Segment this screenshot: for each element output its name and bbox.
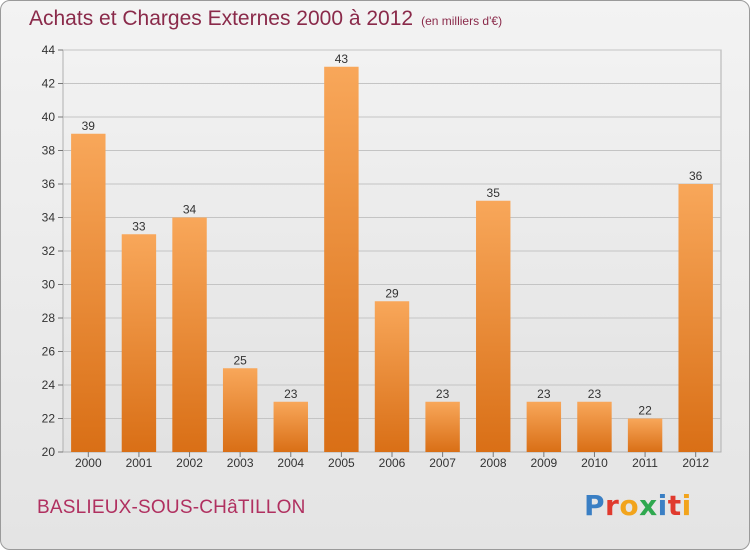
x-tick-label: 2011 xyxy=(632,456,658,470)
y-tick-label: 32 xyxy=(42,244,56,258)
bar-2000 xyxy=(71,133,106,452)
value-label: 39 xyxy=(82,119,96,133)
chart-title-text: Achats et Charges Externes 2000 à 2012 xyxy=(29,7,414,30)
y-tick-label: 28 xyxy=(42,311,56,325)
y-tick-label: 20 xyxy=(42,445,56,459)
y-tick-label: 38 xyxy=(42,144,56,158)
value-label: 23 xyxy=(436,387,450,401)
x-tick-label: 2002 xyxy=(176,456,203,470)
proxiti-logo-letter: r xyxy=(605,489,620,522)
y-tick-label: 24 xyxy=(42,378,56,392)
chart-title: Achats et Charges Externes 2000 à 2012 (e… xyxy=(29,7,502,31)
commune-name: BASLIEUX-SOUS-CHâTILLON xyxy=(37,497,306,518)
y-tick-label: 44 xyxy=(42,43,56,57)
x-tick-label: 2012 xyxy=(682,456,709,470)
value-label: 34 xyxy=(183,203,197,217)
x-tick-label: 2007 xyxy=(429,456,456,470)
x-tick-label: 2004 xyxy=(277,456,304,470)
value-label: 25 xyxy=(233,353,247,367)
value-label: 43 xyxy=(335,52,349,66)
bar-2008 xyxy=(476,200,511,452)
x-tick-label: 2009 xyxy=(530,456,557,470)
y-tick-label: 42 xyxy=(42,77,56,91)
y-tick-label: 40 xyxy=(42,110,56,124)
proxiti-logo: Proxiti xyxy=(584,489,692,522)
x-tick-label: 2003 xyxy=(227,456,254,470)
y-tick-label: 36 xyxy=(42,177,56,191)
bar-2006 xyxy=(374,301,410,452)
bar-2005 xyxy=(324,66,359,452)
value-label: 23 xyxy=(588,387,602,401)
value-label: 23 xyxy=(284,387,298,401)
proxiti-logo-letter: P xyxy=(584,489,606,522)
y-tick-label: 34 xyxy=(42,211,56,225)
bar-2001 xyxy=(121,234,157,452)
y-tick-label: 22 xyxy=(42,412,56,426)
value-label: 29 xyxy=(385,286,399,300)
bar-2004 xyxy=(273,401,308,452)
x-tick-label: 2000 xyxy=(75,456,102,470)
value-label: 33 xyxy=(132,219,146,233)
proxiti-logo-letter: i xyxy=(657,489,668,522)
bar-2003 xyxy=(222,368,258,452)
x-tick-label: 2010 xyxy=(581,456,608,470)
bar-2011 xyxy=(627,418,663,452)
bar-2007 xyxy=(425,401,460,452)
y-tick-label: 30 xyxy=(42,278,56,292)
x-tick-label: 2005 xyxy=(328,456,355,470)
value-label: 23 xyxy=(537,387,551,401)
proxiti-logo-letter: o xyxy=(619,489,640,522)
chart-unit: (en milliers d'€) xyxy=(421,14,503,28)
y-tick-label: 26 xyxy=(42,345,56,359)
proxiti-logo-letter: t xyxy=(667,489,682,522)
bar-2002 xyxy=(172,217,207,452)
value-label: 22 xyxy=(638,404,652,418)
x-tick-label: 2008 xyxy=(480,456,507,470)
bar-2010 xyxy=(577,401,612,452)
value-label: 36 xyxy=(689,169,703,183)
x-tick-label: 2006 xyxy=(379,456,406,470)
proxiti-logo-letter: x xyxy=(639,489,658,522)
value-label: 35 xyxy=(487,186,501,200)
bar-2012 xyxy=(678,184,713,452)
bar-2009 xyxy=(526,401,562,452)
x-tick-label: 2001 xyxy=(126,456,153,470)
proxiti-logo-letter: i xyxy=(681,489,692,522)
